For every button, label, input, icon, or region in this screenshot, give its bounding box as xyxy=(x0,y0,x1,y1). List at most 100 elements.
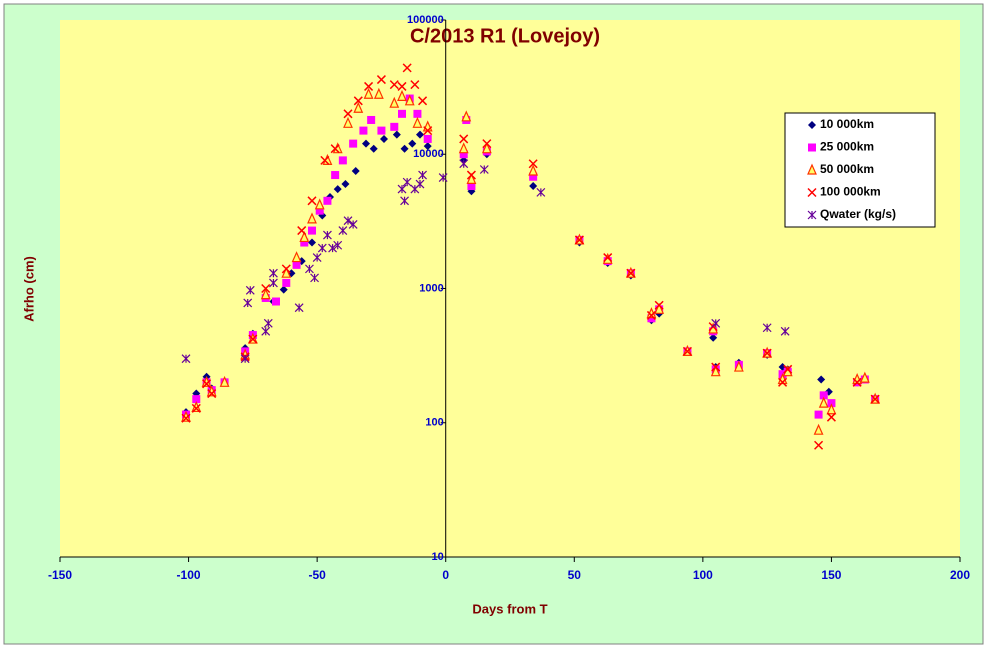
point xyxy=(479,165,489,174)
point xyxy=(400,196,409,206)
point xyxy=(459,134,469,144)
y-axis-label: Afrho (cm) xyxy=(21,256,36,322)
point xyxy=(416,130,424,139)
legend-label: Qwater (kg/s) xyxy=(820,207,896,221)
point xyxy=(402,63,412,73)
x-tick-label: 100 xyxy=(693,568,713,582)
point xyxy=(359,126,368,135)
point xyxy=(308,238,316,247)
point xyxy=(813,423,824,435)
point xyxy=(307,196,317,206)
plot-area xyxy=(60,20,960,557)
point xyxy=(807,163,817,175)
point xyxy=(528,164,539,176)
point xyxy=(281,264,291,274)
point xyxy=(398,109,406,118)
point xyxy=(373,87,384,99)
point xyxy=(423,142,432,151)
point xyxy=(574,235,584,245)
point xyxy=(331,171,340,180)
point xyxy=(364,81,374,91)
point xyxy=(423,134,432,143)
point xyxy=(202,379,212,389)
point xyxy=(647,314,656,323)
point xyxy=(817,375,826,384)
point xyxy=(826,403,837,415)
point xyxy=(410,80,420,90)
y-tick-label: 100000 xyxy=(407,14,444,26)
point xyxy=(367,115,376,124)
y-tick-label: 10 xyxy=(431,551,443,563)
point xyxy=(291,251,302,263)
point xyxy=(308,226,316,235)
point xyxy=(314,198,325,210)
point xyxy=(192,395,201,404)
point xyxy=(808,121,816,129)
point xyxy=(418,170,427,180)
point xyxy=(778,377,788,387)
x-tick-label: 200 xyxy=(950,568,970,582)
point xyxy=(461,110,472,122)
chart-title: C/2013 R1 (Lovejoy) xyxy=(410,25,600,47)
point xyxy=(654,302,665,314)
point xyxy=(272,297,280,306)
point xyxy=(389,96,400,108)
point xyxy=(404,94,415,106)
point xyxy=(333,240,343,250)
point xyxy=(240,354,250,364)
point xyxy=(412,116,423,128)
point xyxy=(814,440,824,450)
point xyxy=(312,253,322,262)
legend-label: 100 000km xyxy=(820,185,881,199)
point xyxy=(762,323,772,333)
x-tick-label: -100 xyxy=(177,568,201,582)
point xyxy=(323,196,332,205)
point xyxy=(263,318,273,328)
point xyxy=(466,170,476,180)
point xyxy=(297,226,307,236)
point xyxy=(415,179,425,189)
point xyxy=(711,318,721,328)
point xyxy=(528,159,538,169)
point xyxy=(481,142,492,154)
point xyxy=(418,96,428,106)
point xyxy=(376,75,386,85)
y-tick-label: 10000 xyxy=(413,148,444,160)
point xyxy=(402,177,412,187)
x-tick-label: 150 xyxy=(821,568,841,582)
point xyxy=(219,375,230,387)
point xyxy=(260,288,271,300)
point xyxy=(646,310,656,320)
point xyxy=(529,182,538,191)
point xyxy=(389,80,399,90)
point xyxy=(413,109,422,118)
point xyxy=(807,187,817,198)
point xyxy=(245,285,255,295)
point xyxy=(390,122,399,131)
point xyxy=(333,185,342,194)
point xyxy=(626,268,636,278)
point xyxy=(181,354,191,364)
point xyxy=(808,143,816,152)
point xyxy=(682,346,692,356)
point xyxy=(818,396,829,408)
point xyxy=(261,326,271,336)
x-tick-label: 0 xyxy=(442,568,449,582)
point xyxy=(248,334,258,344)
point xyxy=(397,89,407,101)
point xyxy=(181,413,191,423)
point xyxy=(603,253,613,263)
point xyxy=(536,187,546,197)
point xyxy=(191,403,201,413)
point xyxy=(348,220,358,229)
point xyxy=(397,184,407,194)
point xyxy=(353,96,363,106)
point xyxy=(317,243,327,253)
point xyxy=(826,412,836,422)
point xyxy=(392,130,401,139)
point xyxy=(827,399,836,408)
point xyxy=(783,364,793,374)
point xyxy=(299,230,310,243)
point xyxy=(363,87,374,99)
